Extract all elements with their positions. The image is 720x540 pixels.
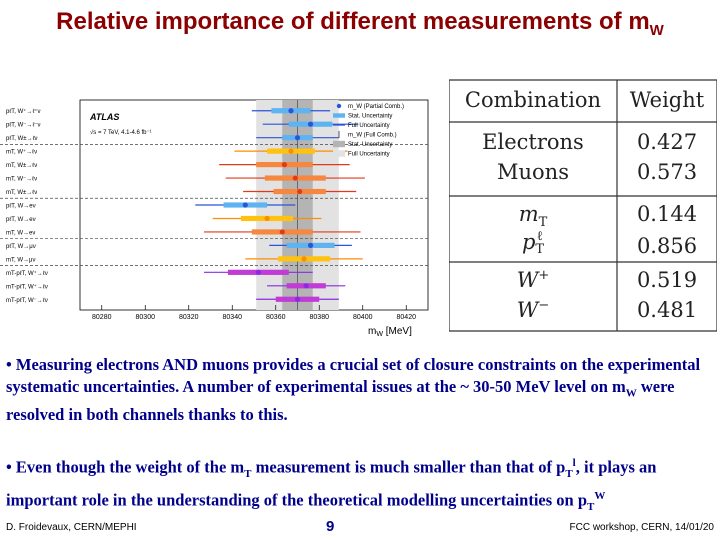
measurement-label: pℓT, W→eν — [6, 203, 36, 210]
row-muons-label: Muons — [497, 160, 569, 184]
measurement-label: mT, W⁺→ℓν — [6, 149, 37, 156]
measurement-label: mT, W±→ℓν — [6, 189, 37, 196]
measurement-point — [279, 229, 285, 235]
measurement-point — [301, 256, 307, 262]
x-tick-label: 80320 — [179, 314, 199, 321]
weights-header-combination: Combination — [464, 88, 602, 112]
measurement-label: pℓT, W→μν — [6, 243, 36, 250]
row-mt-value: 0.144 — [636, 202, 698, 226]
bullet-1-marker: • — [6, 355, 12, 374]
legend-entry: m_W (Full Comb.) — [348, 133, 397, 139]
x-tick-label: 80340 — [223, 314, 243, 321]
measurement-point — [297, 188, 303, 195]
row-mt-label: mT — [518, 202, 548, 231]
atlas-label: ATLAS — [89, 112, 119, 122]
measurement-point — [281, 162, 288, 168]
measurement-label: pℓT, W⁻→ℓ⁻ν — [6, 122, 41, 129]
measurement-point — [307, 242, 314, 248]
measurement-point — [294, 135, 301, 141]
measurement-label: pℓT, W→eν — [6, 216, 36, 223]
row-ptl-value: 0.856 — [636, 234, 698, 258]
legend-entry: Full Uncertainty — [348, 152, 390, 158]
measurement-point — [292, 175, 298, 181]
measurement-point — [255, 269, 261, 275]
bullet-2: • Even though the weight of the mT measu… — [6, 457, 657, 513]
measurement-point — [264, 215, 270, 222]
mw-measurements-chart: pℓT, W⁺→ℓ⁺ν pℓT, W⁻→ℓ⁻ν pℓT, W±→ℓν mT, W⁺→ℓ… — [0, 99, 429, 338]
measurement-point — [307, 121, 314, 127]
measurement-label: mT-pℓT, W⁺→ℓν — [6, 270, 48, 277]
row-wplus-value: 0.519 — [636, 268, 698, 292]
measurement-point — [288, 148, 294, 154]
legend-entry: m_W (Partial Comb.) — [348, 104, 404, 110]
x-tick-label: 80380 — [310, 314, 330, 321]
weights-table: Combination Weight Electrons 0.427 Muons… — [448, 78, 718, 333]
row-electrons-label: Electrons — [482, 130, 584, 154]
page-number: 9 — [326, 518, 335, 535]
legend-entry: Stat. Uncertainty — [348, 142, 392, 148]
chart-legend: m_W (Partial Comb.) Stat. Uncertainty Full… — [333, 103, 404, 158]
measurement-label: pℓT, W⁺→ℓ⁺ν — [6, 108, 41, 115]
row-electrons-value: 0.427 — [636, 130, 698, 154]
measurement-label: mT-pℓT, W⁻→ℓν — [6, 297, 48, 304]
measurement-label: mT, W±→ℓν — [6, 162, 37, 169]
legend-entry: Stat. Uncertainty — [348, 114, 392, 120]
row-wminus-label: W− — [516, 298, 550, 322]
legend-marker — [333, 113, 345, 118]
measurement-label: mT-pℓT, W⁺→ℓν — [6, 283, 48, 290]
x-tick-label: 80400 — [353, 314, 373, 321]
x-tick-label: 80360 — [266, 314, 286, 321]
bullet-1: • Measuring electrons AND muons provides… — [6, 355, 701, 425]
legend-marker — [333, 140, 345, 148]
measurement-point — [242, 202, 248, 208]
legend-entry: Full Uncertainty — [348, 123, 390, 129]
measurement-label: mT, W→μν — [6, 257, 35, 263]
weights-header-weight: Weight — [629, 88, 705, 112]
bullet-2-marker: • — [6, 457, 12, 477]
legend-marker — [333, 150, 345, 157]
measurement-label: pℓT, W±→ℓν — [6, 135, 38, 142]
x-tick-label: 80300 — [136, 314, 156, 321]
x-axis-title: mW [MeV] — [368, 326, 412, 338]
measurement-label: mT, W⁻→ℓν — [6, 176, 37, 183]
footer-left: D. Froidevaux, CERN/MEPHI — [6, 522, 137, 533]
slide-title: Relative importance of different measure… — [56, 8, 664, 39]
row-wminus-value: 0.481 — [636, 298, 698, 322]
row-muons-value: 0.573 — [636, 160, 698, 184]
measurement-point — [294, 296, 301, 302]
x-tick-label: 80420 — [397, 314, 417, 321]
measurement-point — [303, 283, 309, 289]
measurement-label: mT, W→eν — [6, 230, 35, 236]
row-wplus-label: W+ — [516, 268, 550, 292]
x-tick-label: 80280 — [92, 314, 112, 321]
footer-right: FCC workshop, CERN, 14/01/20 — [569, 522, 714, 533]
measurement-point — [288, 108, 294, 114]
energy-label: √s = 7 TeV, 4.1-4.6 fb⁻¹ — [90, 129, 152, 136]
legend-marker — [336, 103, 342, 109]
